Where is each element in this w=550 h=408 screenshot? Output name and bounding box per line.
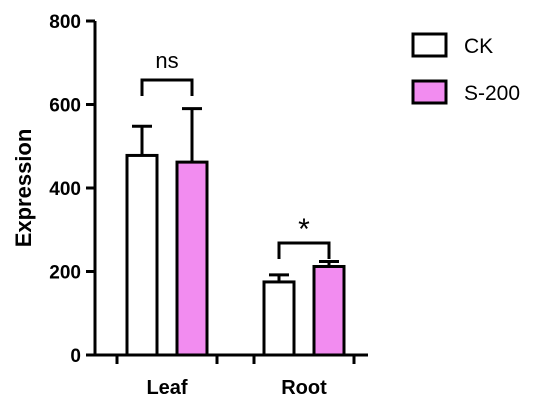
x-tick-label: Root — [281, 377, 327, 399]
significance-label: ns — [155, 48, 178, 73]
y-axis: 0 200 400 600 800 — [49, 12, 97, 367]
y-tick-label: 400 — [49, 179, 81, 200]
bar-ck-leaf — [125, 153, 159, 357]
y-tick-label: 200 — [49, 263, 81, 284]
legend-label: S-200 — [464, 82, 520, 105]
legend-swatch-s-200 — [411, 79, 448, 105]
y-axis-title: Expression — [11, 129, 36, 248]
significance-annotations: ns * — [140, 48, 331, 259]
legend-label: CK — [464, 35, 493, 58]
x-axis: Leaf Root — [93, 353, 368, 399]
y-tick-label: 0 — [70, 346, 81, 367]
y-tick-label: 600 — [49, 96, 81, 117]
bar-ck-root — [262, 280, 296, 357]
legend-swatch-ck — [411, 32, 448, 58]
bar-s-200-leaf — [175, 160, 209, 357]
bars — [125, 107, 346, 357]
x-tick-label: Leaf — [146, 377, 187, 399]
significance-bracket — [140, 78, 194, 96]
y-tick-label: 800 — [49, 12, 81, 33]
significance-bracket — [277, 241, 331, 259]
significance-label: * — [298, 213, 310, 246]
legend: CK S-200 — [411, 32, 520, 105]
bar-s-200-root — [312, 264, 346, 357]
